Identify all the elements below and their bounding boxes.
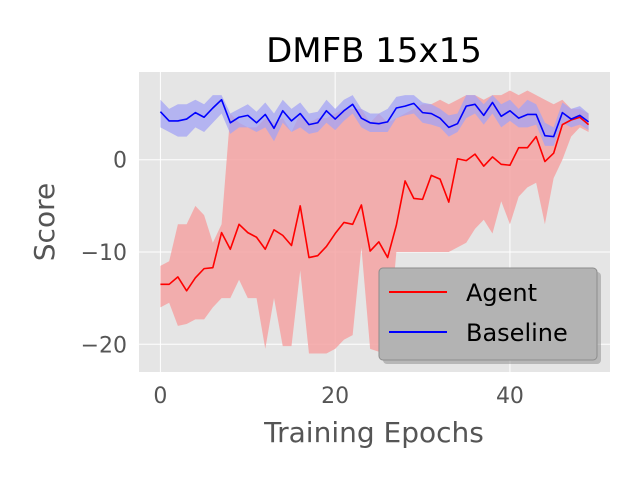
- legend-label-baseline: Baseline: [466, 319, 568, 347]
- tick-labels: 0 20 40 0 −10 −20: [81, 149, 524, 409]
- line-agent: [160, 116, 590, 292]
- band-baseline: [160, 95, 589, 146]
- series-lines: [159, 98, 590, 292]
- x-axis-label: Training Epochs: [263, 416, 484, 449]
- y-tick-label: −10: [81, 241, 127, 266]
- band-agent: [160, 90, 589, 354]
- y-axis-label: Score: [28, 183, 61, 261]
- y-tick-label: −20: [81, 333, 127, 358]
- line-baseline: [159, 98, 590, 138]
- legend: Agent Baseline: [378, 267, 601, 364]
- confidence-bands: [160, 90, 589, 354]
- x-tick-label: 20: [321, 384, 349, 409]
- y-tick-label: 0: [113, 149, 127, 174]
- x-tick-label: 40: [496, 384, 524, 409]
- chart-title: DMFB 15x15: [266, 31, 482, 71]
- x-tick-label: 0: [153, 384, 167, 409]
- legend-label-agent: Agent: [466, 279, 537, 307]
